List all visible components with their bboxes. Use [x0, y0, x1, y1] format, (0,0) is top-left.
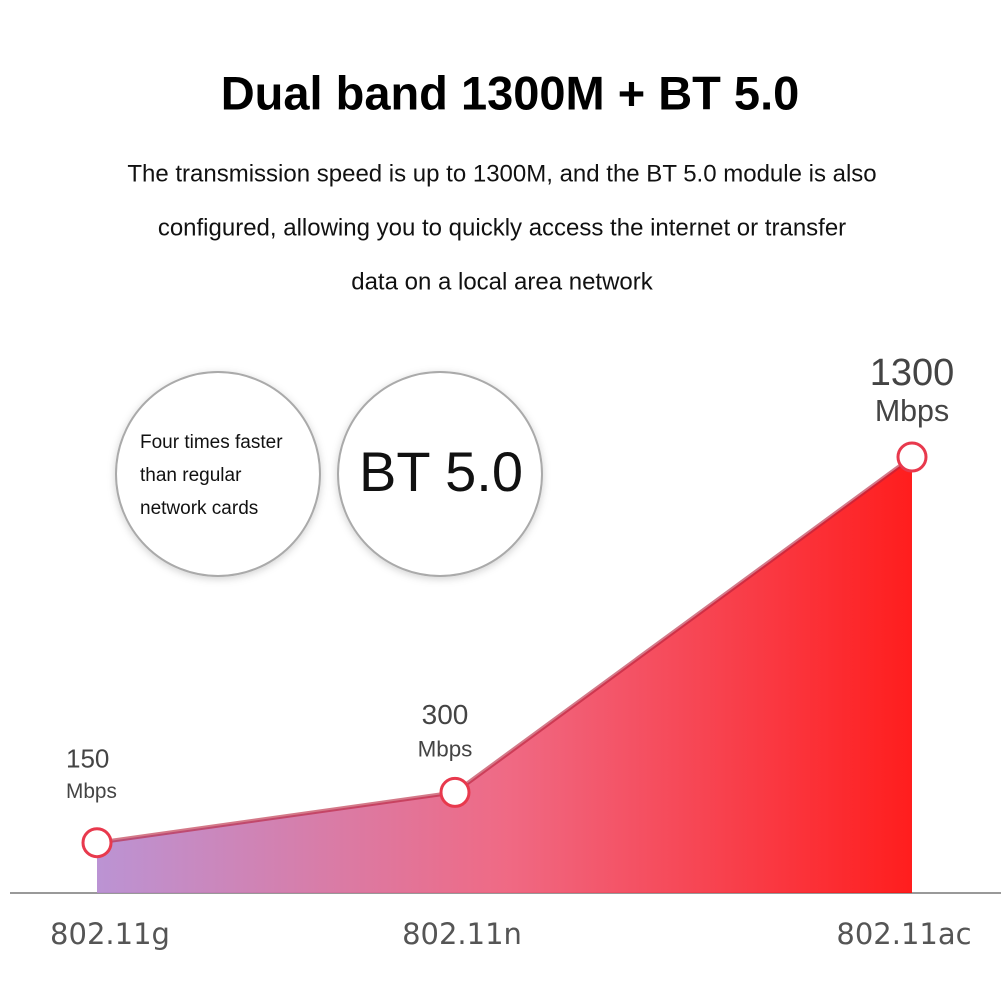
value-label: 150 — [66, 744, 109, 774]
unit-label: Mbps — [875, 394, 949, 428]
badge-text: than regular — [140, 465, 242, 486]
x-tick-label: 802.11ac — [836, 917, 971, 951]
description-line: data on a local area network — [351, 268, 654, 295]
x-tick-label: 802.11g — [50, 917, 170, 951]
value-label: 1300 — [870, 352, 955, 394]
badge-text: BT 5.0 — [359, 440, 523, 503]
description-line: The transmission speed is up to 1300M, a… — [127, 160, 876, 187]
badge-text: Four times faster — [140, 432, 283, 453]
badge-circle — [115, 371, 321, 577]
point-marker — [81, 827, 113, 859]
value-label: 300 — [422, 699, 469, 730]
badge-circle — [337, 371, 543, 577]
badge-text: network cards — [140, 498, 258, 519]
chart-title: Dual band 1300M + BT 5.0 — [221, 66, 800, 119]
point-marker — [439, 776, 471, 808]
description-line: configured, allowing you to quickly acce… — [158, 214, 846, 241]
unit-label: Mbps — [66, 780, 117, 803]
unit-label: Mbps — [418, 736, 473, 761]
x-tick-label: 802.11n — [402, 917, 522, 951]
point-marker — [896, 441, 928, 473]
area — [97, 457, 912, 893]
